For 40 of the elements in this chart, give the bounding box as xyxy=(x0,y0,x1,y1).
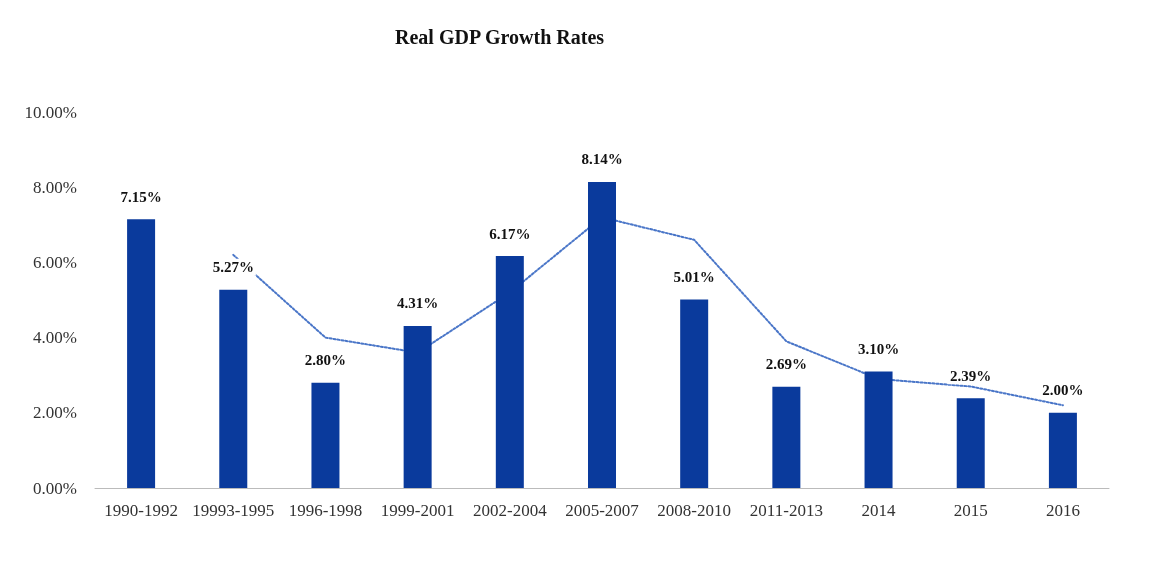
chart-title: Real GDP Growth Rates xyxy=(395,26,605,48)
data-label: 6.17% xyxy=(489,225,531,242)
bar xyxy=(864,371,893,488)
x-tick-label: 2011-2013 xyxy=(749,501,823,520)
data-label: 2.69% xyxy=(765,356,807,373)
x-tick-label: 2015 xyxy=(953,501,988,520)
data-label: 8.14% xyxy=(581,151,623,168)
x-tick-label: 2008-2010 xyxy=(657,501,732,520)
x-tick-label: 2014 xyxy=(861,501,897,520)
x-tick-label: 2005-2007 xyxy=(565,501,640,520)
y-tick-label: 0.00% xyxy=(33,478,77,498)
y-tick-label: 8.00% xyxy=(33,177,77,197)
bar xyxy=(588,181,616,488)
bar xyxy=(956,398,985,488)
y-tick-label: 10.00% xyxy=(24,102,77,122)
y-tick-label: 6.00% xyxy=(33,252,77,272)
x-tick-label: 2002-2004 xyxy=(472,501,548,520)
x-tick-label: 19993-1995 xyxy=(192,501,275,520)
x-tick-label: 1999-2001 xyxy=(380,501,455,520)
data-label: 2.80% xyxy=(304,352,347,369)
data-label: 2.00% xyxy=(1042,382,1084,399)
bar xyxy=(1048,412,1077,488)
y-tick-label: 2.00% xyxy=(33,403,77,423)
x-tick-label: 1996-1998 xyxy=(288,501,363,520)
x-tick-label: 2016 xyxy=(1045,501,1080,520)
data-label: 3.10% xyxy=(857,340,900,357)
y-tick-label: 4.00% xyxy=(33,328,77,348)
bar xyxy=(772,386,801,488)
bar xyxy=(127,219,156,488)
bar xyxy=(680,299,709,488)
x-tick-label: 1990-1992 xyxy=(104,501,178,520)
data-label: 7.15% xyxy=(120,188,162,205)
bar xyxy=(403,325,432,488)
bar xyxy=(219,289,248,488)
data-label: 2.39% xyxy=(950,367,992,384)
data-label: 4.31% xyxy=(397,295,439,312)
bar xyxy=(311,382,340,488)
data-label: 5.01% xyxy=(673,269,715,286)
bar xyxy=(495,256,524,488)
data-label: 5.27% xyxy=(212,259,254,276)
